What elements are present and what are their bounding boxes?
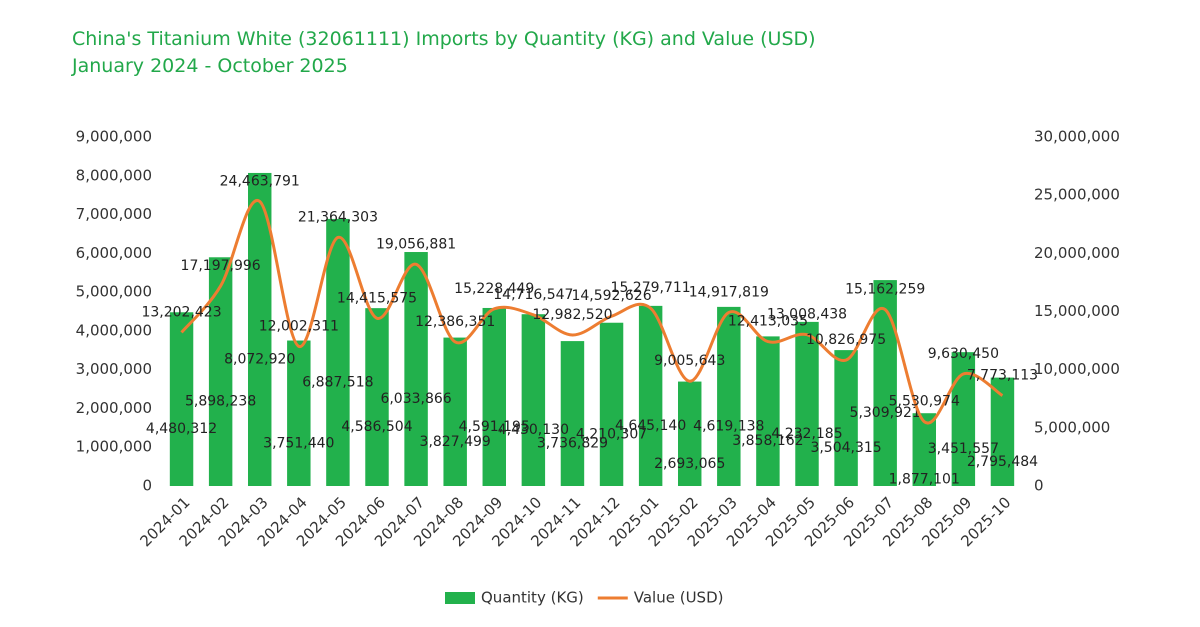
line-value-label: 12,413,035	[728, 314, 808, 330]
y-tick-label: 3,000,000	[76, 360, 152, 378]
bar-value-label: 4,591,195	[459, 419, 530, 435]
line-value-label: 14,592,626	[571, 288, 651, 304]
bar	[365, 308, 389, 486]
y-tick-label: 7,000,000	[76, 205, 152, 223]
bar	[912, 413, 936, 486]
bar-value-label: 4,619,138	[693, 418, 764, 434]
bar	[678, 381, 702, 486]
bar-value-label: 3,827,499	[420, 434, 491, 450]
bar	[599, 322, 624, 486]
line-value-label: 14,415,575	[337, 290, 417, 306]
bar	[756, 336, 780, 486]
bar	[482, 307, 506, 486]
line-value-label: 17,197,996	[181, 258, 261, 274]
y-tick-label: 8,000,000	[76, 166, 152, 184]
y-tick-label: 1,000,000	[76, 438, 152, 456]
bar	[208, 257, 233, 486]
bar-value-label: 3,858,162	[732, 433, 803, 449]
line-value-label: 19,056,881	[376, 236, 456, 252]
y2-tick-label: 20,000,000	[1034, 244, 1120, 262]
bar	[404, 252, 428, 486]
line-value-label: 12,982,520	[532, 307, 612, 323]
line-value-label: 15,279,711	[611, 280, 691, 296]
bar-value-label: 6,033,866	[380, 391, 451, 407]
bar	[443, 337, 467, 486]
line-value-label: 14,917,819	[689, 284, 769, 300]
bar-value-label: 3,751,440	[263, 435, 334, 451]
bar-value-label: 2,693,065	[654, 456, 725, 472]
line-value-label: 15,162,259	[845, 282, 925, 298]
bar	[560, 341, 585, 486]
bar-value-label: 5,309,921	[850, 405, 921, 421]
y-tick-label: 6,000,000	[76, 244, 152, 262]
line-value-label: 5,530,974	[889, 394, 960, 410]
line-value-label: 9,630,450	[928, 346, 999, 362]
line-value-label: 13,008,438	[767, 307, 847, 323]
bar-value-label: 3,736,829	[537, 436, 608, 452]
y2-tick-label: 15,000,000	[1034, 302, 1120, 320]
bar	[990, 377, 1015, 486]
bar	[795, 321, 819, 486]
line-value-label: 24,463,791	[220, 173, 300, 189]
y-tick-label: 0	[142, 477, 152, 495]
y2-tick-label: 10,000,000	[1034, 360, 1120, 378]
y-tick-label: 9,000,000	[76, 128, 152, 146]
bar-value-label: 6,887,518	[302, 374, 373, 390]
bar-value-label: 1,877,101	[889, 472, 960, 488]
line-value-label: 12,002,311	[259, 318, 339, 334]
bar-value-label: 4,645,140	[615, 418, 686, 434]
bar-value-label: 4,480,312	[146, 421, 217, 437]
y2-tick-label: 0	[1034, 477, 1044, 495]
bar-value-label: 4,210,307	[576, 426, 647, 442]
bar-value-label: 4,232,185	[771, 426, 842, 442]
bar-value-label: 3,504,315	[810, 440, 881, 456]
bar	[248, 172, 272, 486]
legend-label: Quantity (KG)	[481, 589, 584, 607]
legend-label: Value (USD)	[634, 589, 724, 607]
line	[180, 199, 1004, 425]
y2-tick-label: 30,000,000	[1034, 128, 1120, 146]
bar	[717, 306, 741, 486]
line-value-label: 10,826,975	[806, 332, 886, 348]
bar	[638, 305, 663, 486]
y-tick-label: 4,000,000	[76, 321, 152, 339]
chart-subtitle: January 2024 - October 2025	[71, 55, 348, 77]
y-tick-label: 5,000,000	[76, 283, 152, 301]
y2-tick-label: 25,000,000	[1034, 186, 1120, 204]
line-value-label: 21,364,303	[298, 209, 378, 225]
bar	[326, 218, 350, 486]
legend-swatch	[445, 592, 475, 604]
y-tick-label: 2,000,000	[76, 399, 152, 417]
bar	[873, 280, 897, 486]
line-value-label: 7,773,113	[967, 368, 1038, 384]
line-value-label: 14,716,547	[493, 287, 573, 303]
bar	[287, 340, 311, 486]
bar-value-label: 4,586,504	[341, 419, 412, 435]
bar-value-label: 8,072,920	[224, 351, 295, 367]
bar-value-label: 3,451,557	[928, 441, 999, 457]
bar	[169, 312, 194, 486]
bar-value-label: 5,898,238	[185, 394, 256, 410]
bar	[834, 350, 858, 486]
y2-tick-label: 5,000,000	[1034, 418, 1110, 436]
chart-title: China's Titanium White (32061111) Import…	[72, 28, 816, 50]
line-value-label: 15,228,449	[454, 281, 534, 297]
line-value-label: 12,386,351	[415, 314, 495, 330]
bar-value-label: 2,795,484	[967, 454, 1038, 470]
bar	[951, 352, 976, 486]
line-value-label: 13,202,423	[141, 304, 221, 320]
bar	[521, 314, 546, 486]
bar-value-label: 4,430,130	[498, 422, 569, 438]
line-value-label: 9,005,643	[654, 353, 725, 369]
